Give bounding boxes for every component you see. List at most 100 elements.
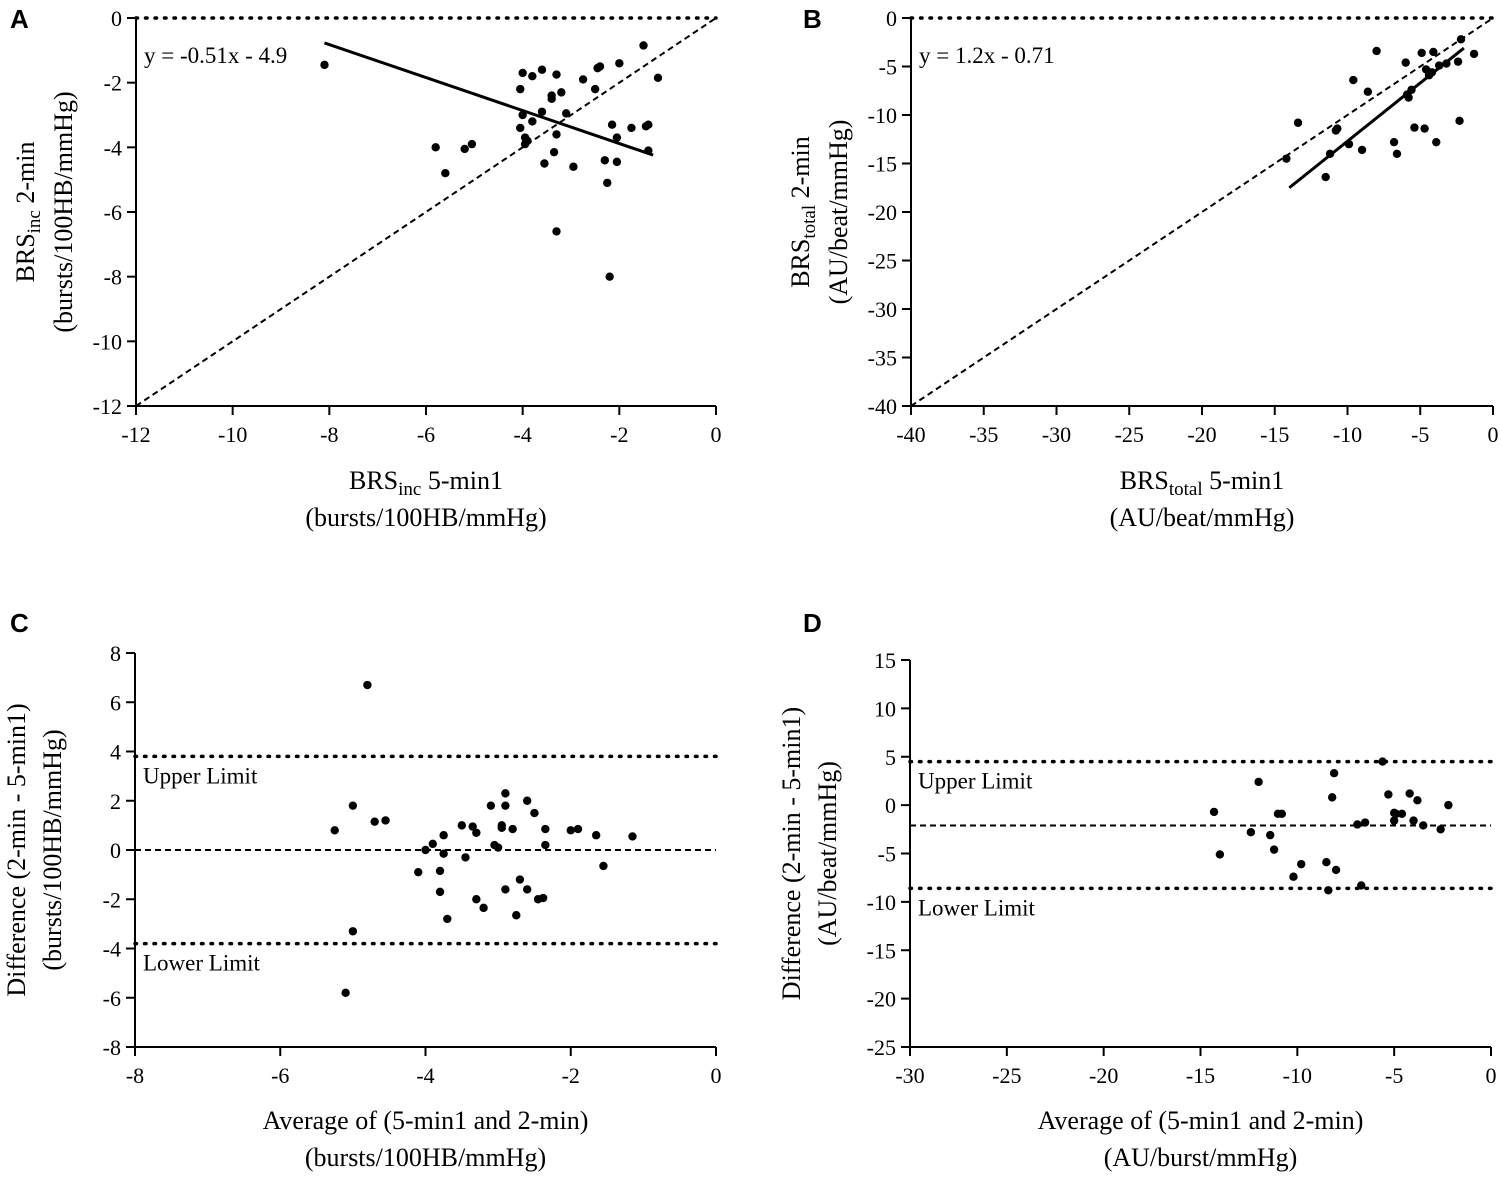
- panel-c-data-point: [472, 895, 481, 904]
- panel-b-data-point: [1325, 149, 1335, 158]
- panel-c-data-point: [457, 821, 467, 830]
- panel-d-x-tick-label: -30: [895, 1063, 924, 1088]
- panel-c-data-point: [348, 927, 358, 936]
- panel-c-data-point: [515, 875, 525, 884]
- panel-c-data-point: [461, 853, 470, 862]
- panel-b-x-tick-label: -5: [1411, 422, 1429, 447]
- panel-a-data-point: [627, 123, 636, 133]
- panel-c-data-point: [501, 885, 510, 894]
- panel-a-data-point: [653, 73, 663, 83]
- panel-b-data-point: [1372, 46, 1381, 56]
- panel-a-data-point: [537, 65, 547, 74]
- panel-c-x-tick-label: -4: [416, 1063, 434, 1088]
- panel-b-data-point: [1344, 139, 1354, 149]
- panel-d-data-point: [1327, 793, 1337, 802]
- panel-b-data-point: [1410, 123, 1419, 132]
- panel-b-x-tick-label: -10: [1333, 422, 1362, 447]
- panel-c-data-point: [497, 821, 506, 830]
- panel-a-x-tick-label: -8: [320, 422, 338, 447]
- panel-c-data-point: [541, 840, 550, 850]
- panel-c-data-point: [363, 680, 372, 690]
- panel-a-data-point: [518, 68, 527, 78]
- panel-c-x-units: (bursts/100HB/mmHg): [305, 1143, 546, 1172]
- panel-c-data-point: [414, 867, 423, 877]
- panel-a-data-point: [605, 272, 614, 281]
- panel-b-x-tick-label: -30: [1042, 422, 1071, 447]
- panel-c-chart: C -8 -6 -4 -2 0 -8 -6 -4 -2 0 2 4 6 8 Upper Limit Lower …: [2, 608, 722, 1172]
- panel-c-x-label: Average of (5-min1 and 2-min): [263, 1106, 589, 1135]
- panel-b-data-point: [1293, 118, 1303, 127]
- panel-c-data-point: [530, 808, 539, 818]
- panel-b-data-point: [1434, 61, 1444, 70]
- panel-b-data-point: [1432, 137, 1441, 147]
- panel-a-x-tick-label: -4: [514, 422, 532, 447]
- panel-c-y-label: Difference (2-min - 5-min1): [2, 703, 31, 996]
- panel-a-x-label: BRSinc 5-min1: [349, 466, 503, 500]
- panel-a-data-point: [540, 159, 549, 168]
- panel-c-data-point: [486, 801, 496, 810]
- panel-a-chart: A -12 -10 -8 -6 -4 -2 0 -12 -10 -8 -6 -4 -2 0 y = -0.51…: [10, 4, 722, 532]
- panel-c-y-tick-label: 2: [110, 789, 121, 814]
- panel-c-data-point: [479, 903, 488, 913]
- panel-c-y-tick-label: 8: [110, 641, 121, 666]
- panel-a-y-tick-label: -6: [104, 200, 122, 225]
- panel-a-x-tick-label: -6: [417, 422, 435, 447]
- panel-b-y-tick-label: -20: [868, 200, 897, 225]
- panel-a-data-point: [528, 117, 537, 126]
- panel-d-data-point: [1277, 809, 1287, 819]
- panel-b-data-point: [1321, 172, 1330, 182]
- panel-c-x-tick-label: -2: [562, 1063, 580, 1088]
- panel-a-y-units: (bursts/100HB/mmHg): [49, 91, 78, 332]
- panel-d-x-tick-label: -20: [1089, 1063, 1118, 1088]
- panel-c-data-point: [501, 801, 510, 810]
- panel-a-data-point: [549, 147, 559, 157]
- panel-d-data-point: [1331, 865, 1341, 875]
- panel-a-data-point: [561, 109, 571, 118]
- panel-d-y-tick-label: -20: [867, 987, 896, 1012]
- panel-c-label: C: [10, 608, 29, 638]
- panel-c-data-point: [522, 796, 532, 805]
- panel-b-data-point: [1357, 145, 1367, 155]
- panel-b-data-point: [1392, 149, 1402, 158]
- panel-d-y-tick-label: 15: [874, 648, 896, 673]
- panel-b-y-tick-label: -25: [868, 249, 897, 274]
- panel-d-y-tick-label: -15: [867, 938, 896, 963]
- panel-a-data-point: [557, 88, 566, 97]
- panel-b-x-tick-label: -15: [1260, 422, 1289, 447]
- panel-a-x-tick-label: -10: [218, 422, 247, 447]
- panel-a-identity-line: [135, 17, 717, 407]
- panel-c-y-units: (bursts/100HB/mmHg): [38, 729, 67, 970]
- panel-a-x-units: (bursts/100HB/mmHg): [305, 503, 546, 532]
- panel-b-data-point: [1429, 47, 1438, 57]
- panel-b-x-tick-label: -35: [969, 422, 998, 447]
- panel-b-data-point: [1363, 87, 1373, 96]
- panel-d-data-point: [1357, 881, 1366, 890]
- panel-a-data-point: [569, 162, 578, 171]
- panel-d-x-tick-label: -5: [1385, 1063, 1403, 1088]
- panel-c-y-tick-label: -2: [103, 887, 121, 912]
- panel-c-y-tick-label: -8: [103, 1035, 121, 1060]
- panel-a-data-point: [431, 143, 440, 152]
- panel-a-y-tick-label: -8: [104, 265, 122, 290]
- panel-b-data-point: [1420, 124, 1429, 133]
- panel-d-data-point: [1246, 828, 1256, 837]
- panel-a-data-point: [320, 60, 329, 70]
- panel-c-x-tick-label: -8: [126, 1063, 144, 1088]
- panel-b-data-point: [1456, 35, 1466, 44]
- panel-a-y-label: BRSinc 2-min: [11, 142, 45, 283]
- panel-d-chart: D -30 -25 -20 -15 -10 -5 0 -25 -20 -15 -10 -5 0 5 10 15 U…: [777, 608, 1497, 1172]
- panel-a-data-point: [615, 59, 624, 68]
- panel-a-x-tick-label: -2: [610, 422, 628, 447]
- panel-b-x-tick-label: -40: [896, 422, 925, 447]
- panel-d-y-tick-label: 10: [874, 696, 896, 721]
- panel-a-data-point: [528, 72, 537, 81]
- panel-c-data-point: [381, 816, 390, 825]
- panel-c-lower-limit-label: Lower Limit: [143, 951, 260, 976]
- panel-c-upper-limit-label: Upper Limit: [143, 763, 258, 788]
- panel-d-y-tick-label: -25: [867, 1035, 896, 1060]
- panel-b-y-label: BRStotal 2-min: [786, 136, 820, 288]
- panel-c-x-tick-label: -6: [271, 1063, 289, 1088]
- panel-d-data-point: [1444, 800, 1453, 810]
- panel-d-data-point: [1384, 790, 1393, 799]
- panel-b-data-point: [1389, 137, 1399, 147]
